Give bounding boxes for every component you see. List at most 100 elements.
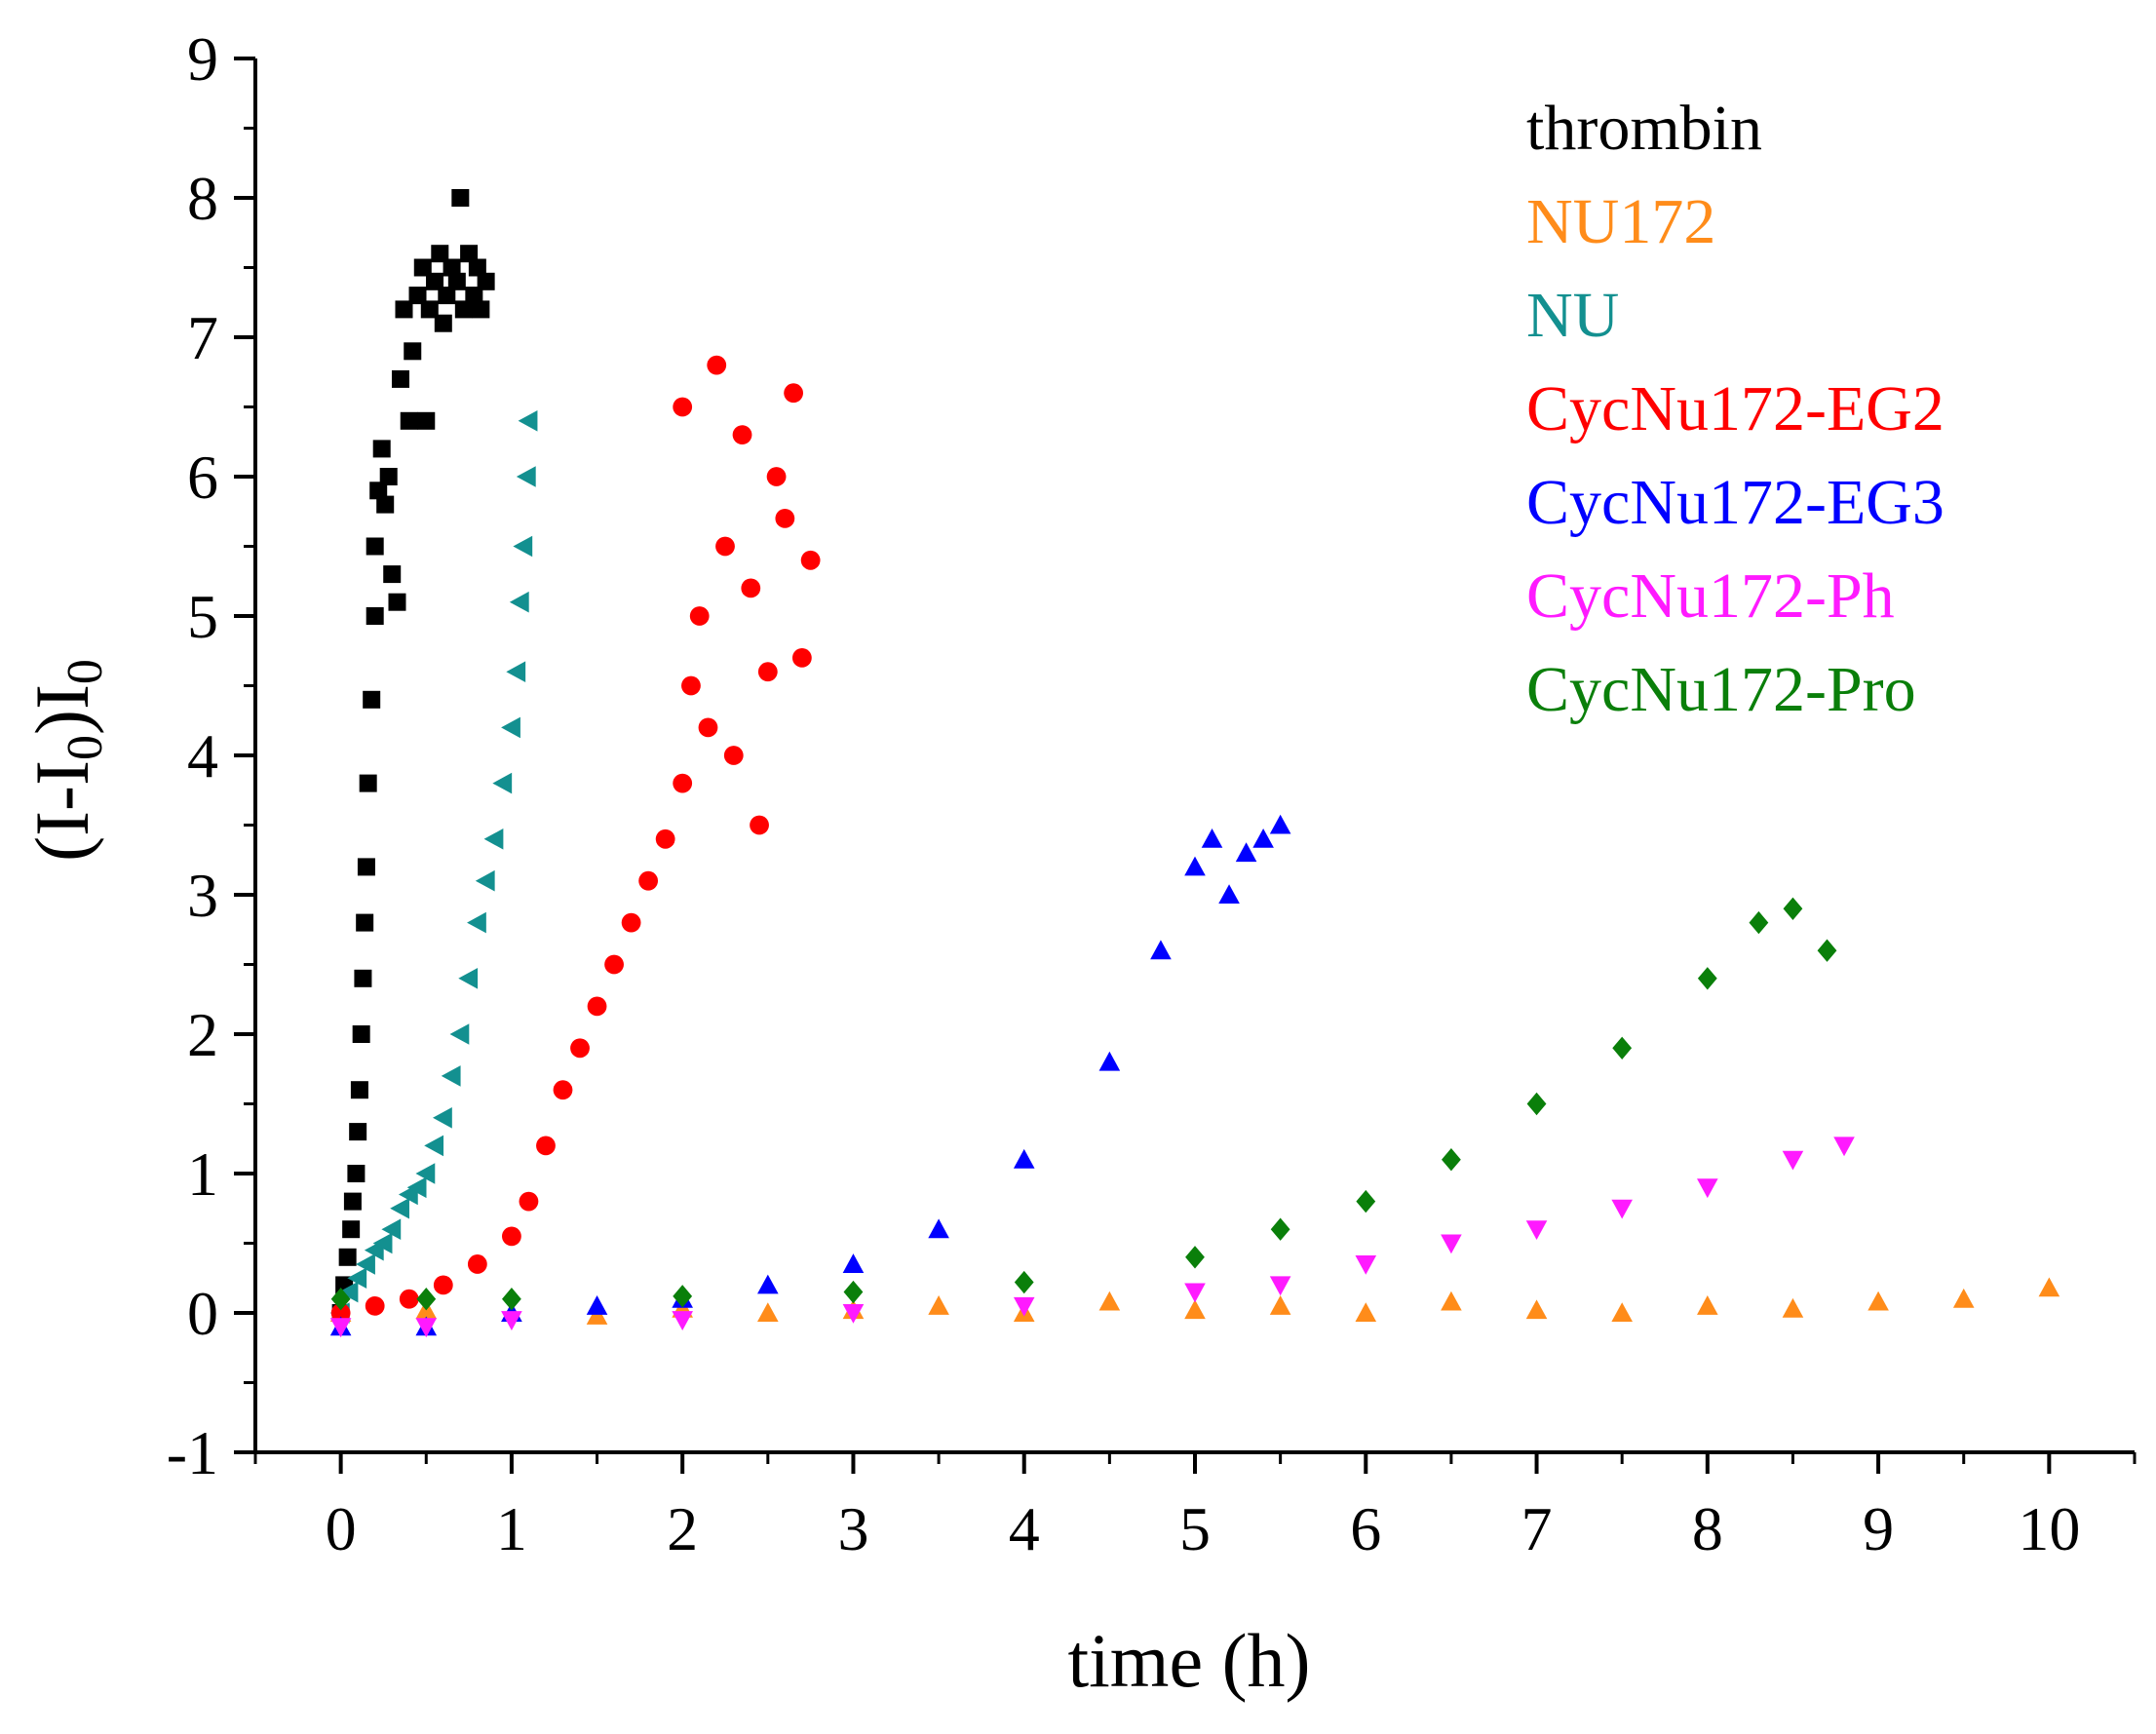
data-point: [518, 410, 538, 432]
data-point: [1782, 1150, 1804, 1171]
y-tick-label: 6: [187, 443, 218, 512]
y-tick-label: 8: [187, 164, 218, 233]
y-axis-title-sub1: 0: [58, 735, 113, 760]
data-point: [343, 1192, 362, 1211]
data-point: [513, 535, 533, 558]
legend-entry: NU: [1526, 280, 1619, 351]
data-point: [349, 1123, 367, 1141]
data-point: [449, 1023, 470, 1045]
data-point: [928, 1218, 949, 1239]
data-point: [587, 996, 607, 1017]
data-point: [1612, 1036, 1633, 1060]
data-point: [757, 662, 778, 682]
legend-entry: CycNu172-Pro: [1526, 654, 1916, 725]
data-point: [369, 482, 388, 500]
data-point: [638, 870, 659, 891]
data-point: [519, 1191, 539, 1212]
data-point: [502, 1288, 521, 1311]
data-point: [416, 1288, 437, 1311]
data-point: [347, 1267, 367, 1290]
legend-entry: CycNu172-EG3: [1526, 467, 1944, 538]
x-tick-label: 2: [667, 1494, 698, 1563]
data-point: [1355, 1302, 1377, 1322]
data-point: [2038, 1277, 2060, 1297]
data-point: [438, 287, 456, 305]
data-point: [842, 1253, 865, 1273]
data-point: [689, 606, 710, 626]
legend-entry: thrombin: [1526, 93, 1762, 164]
data-point: [1525, 1299, 1548, 1320]
legend-entry: CycNu172-Ph: [1526, 560, 1895, 632]
data-point: [1013, 1296, 1035, 1317]
data-point: [1270, 1217, 1290, 1241]
data-point: [1611, 1199, 1633, 1219]
data-point: [467, 1254, 487, 1274]
data-point: [707, 355, 727, 375]
data-point: [347, 1165, 366, 1182]
data-point: [454, 300, 473, 319]
data-point: [372, 1232, 393, 1254]
data-point: [1442, 1148, 1461, 1172]
data-point: [390, 1197, 409, 1219]
data-point: [501, 716, 520, 739]
data-point: [366, 537, 384, 556]
data-point: [365, 1295, 385, 1316]
data-point: [1201, 828, 1223, 848]
data-point: [843, 1280, 864, 1304]
data-point: [1441, 1291, 1462, 1311]
data-point: [472, 300, 490, 319]
data-point: [492, 772, 513, 794]
y-tick-label: 9: [187, 24, 218, 94]
data-point: [673, 773, 693, 793]
y-axis-title-part2: )I: [19, 684, 104, 735]
data-point: [800, 550, 821, 570]
data-point: [359, 774, 377, 792]
x-tick-label: 3: [837, 1494, 868, 1563]
data-point: [509, 591, 529, 613]
data-point: [447, 272, 466, 290]
data-point: [460, 245, 479, 263]
data-point: [1269, 1295, 1291, 1315]
data-point: [417, 411, 436, 430]
data-point: [1525, 1220, 1548, 1240]
data-point: [506, 661, 526, 682]
data-point: [1783, 897, 1803, 920]
y-axis-title: (I-I0)I0: [19, 659, 113, 862]
series-cycnu172-ph: [329, 1137, 1855, 1338]
data-point: [536, 1136, 556, 1156]
data-point: [388, 593, 406, 611]
data-point: [502, 1226, 521, 1247]
data-point: [441, 1065, 461, 1087]
data-point: [467, 911, 486, 934]
data-point: [338, 1248, 357, 1266]
data-point: [766, 467, 787, 486]
data-point: [1697, 967, 1717, 990]
data-point: [468, 258, 486, 277]
data-point: [1817, 939, 1837, 962]
series-cycnu172-eg3: [329, 814, 1291, 1336]
data-point: [408, 287, 427, 305]
data-point: [681, 675, 701, 696]
data-point: [433, 1275, 453, 1295]
data-point: [1014, 1270, 1034, 1294]
data-point: [329, 1318, 352, 1338]
data-point: [1185, 1246, 1205, 1269]
data-point: [928, 1295, 949, 1315]
data-point: [1184, 856, 1206, 876]
data-point: [434, 314, 452, 332]
data-point: [420, 300, 439, 319]
data-point: [586, 1295, 608, 1315]
data-point: [1184, 1299, 1206, 1320]
data-point: [406, 1176, 427, 1199]
data-point: [426, 272, 444, 290]
data-point: [477, 272, 495, 290]
y-tick-label: 1: [187, 1139, 218, 1209]
data-point: [443, 258, 461, 277]
data-point: [1356, 1189, 1376, 1214]
data-point: [475, 869, 495, 892]
data-point: [672, 1311, 693, 1330]
data-point: [415, 1163, 436, 1184]
y-tick-label: 0: [187, 1279, 218, 1348]
data-point: [1526, 1092, 1547, 1116]
data-point: [621, 912, 641, 933]
